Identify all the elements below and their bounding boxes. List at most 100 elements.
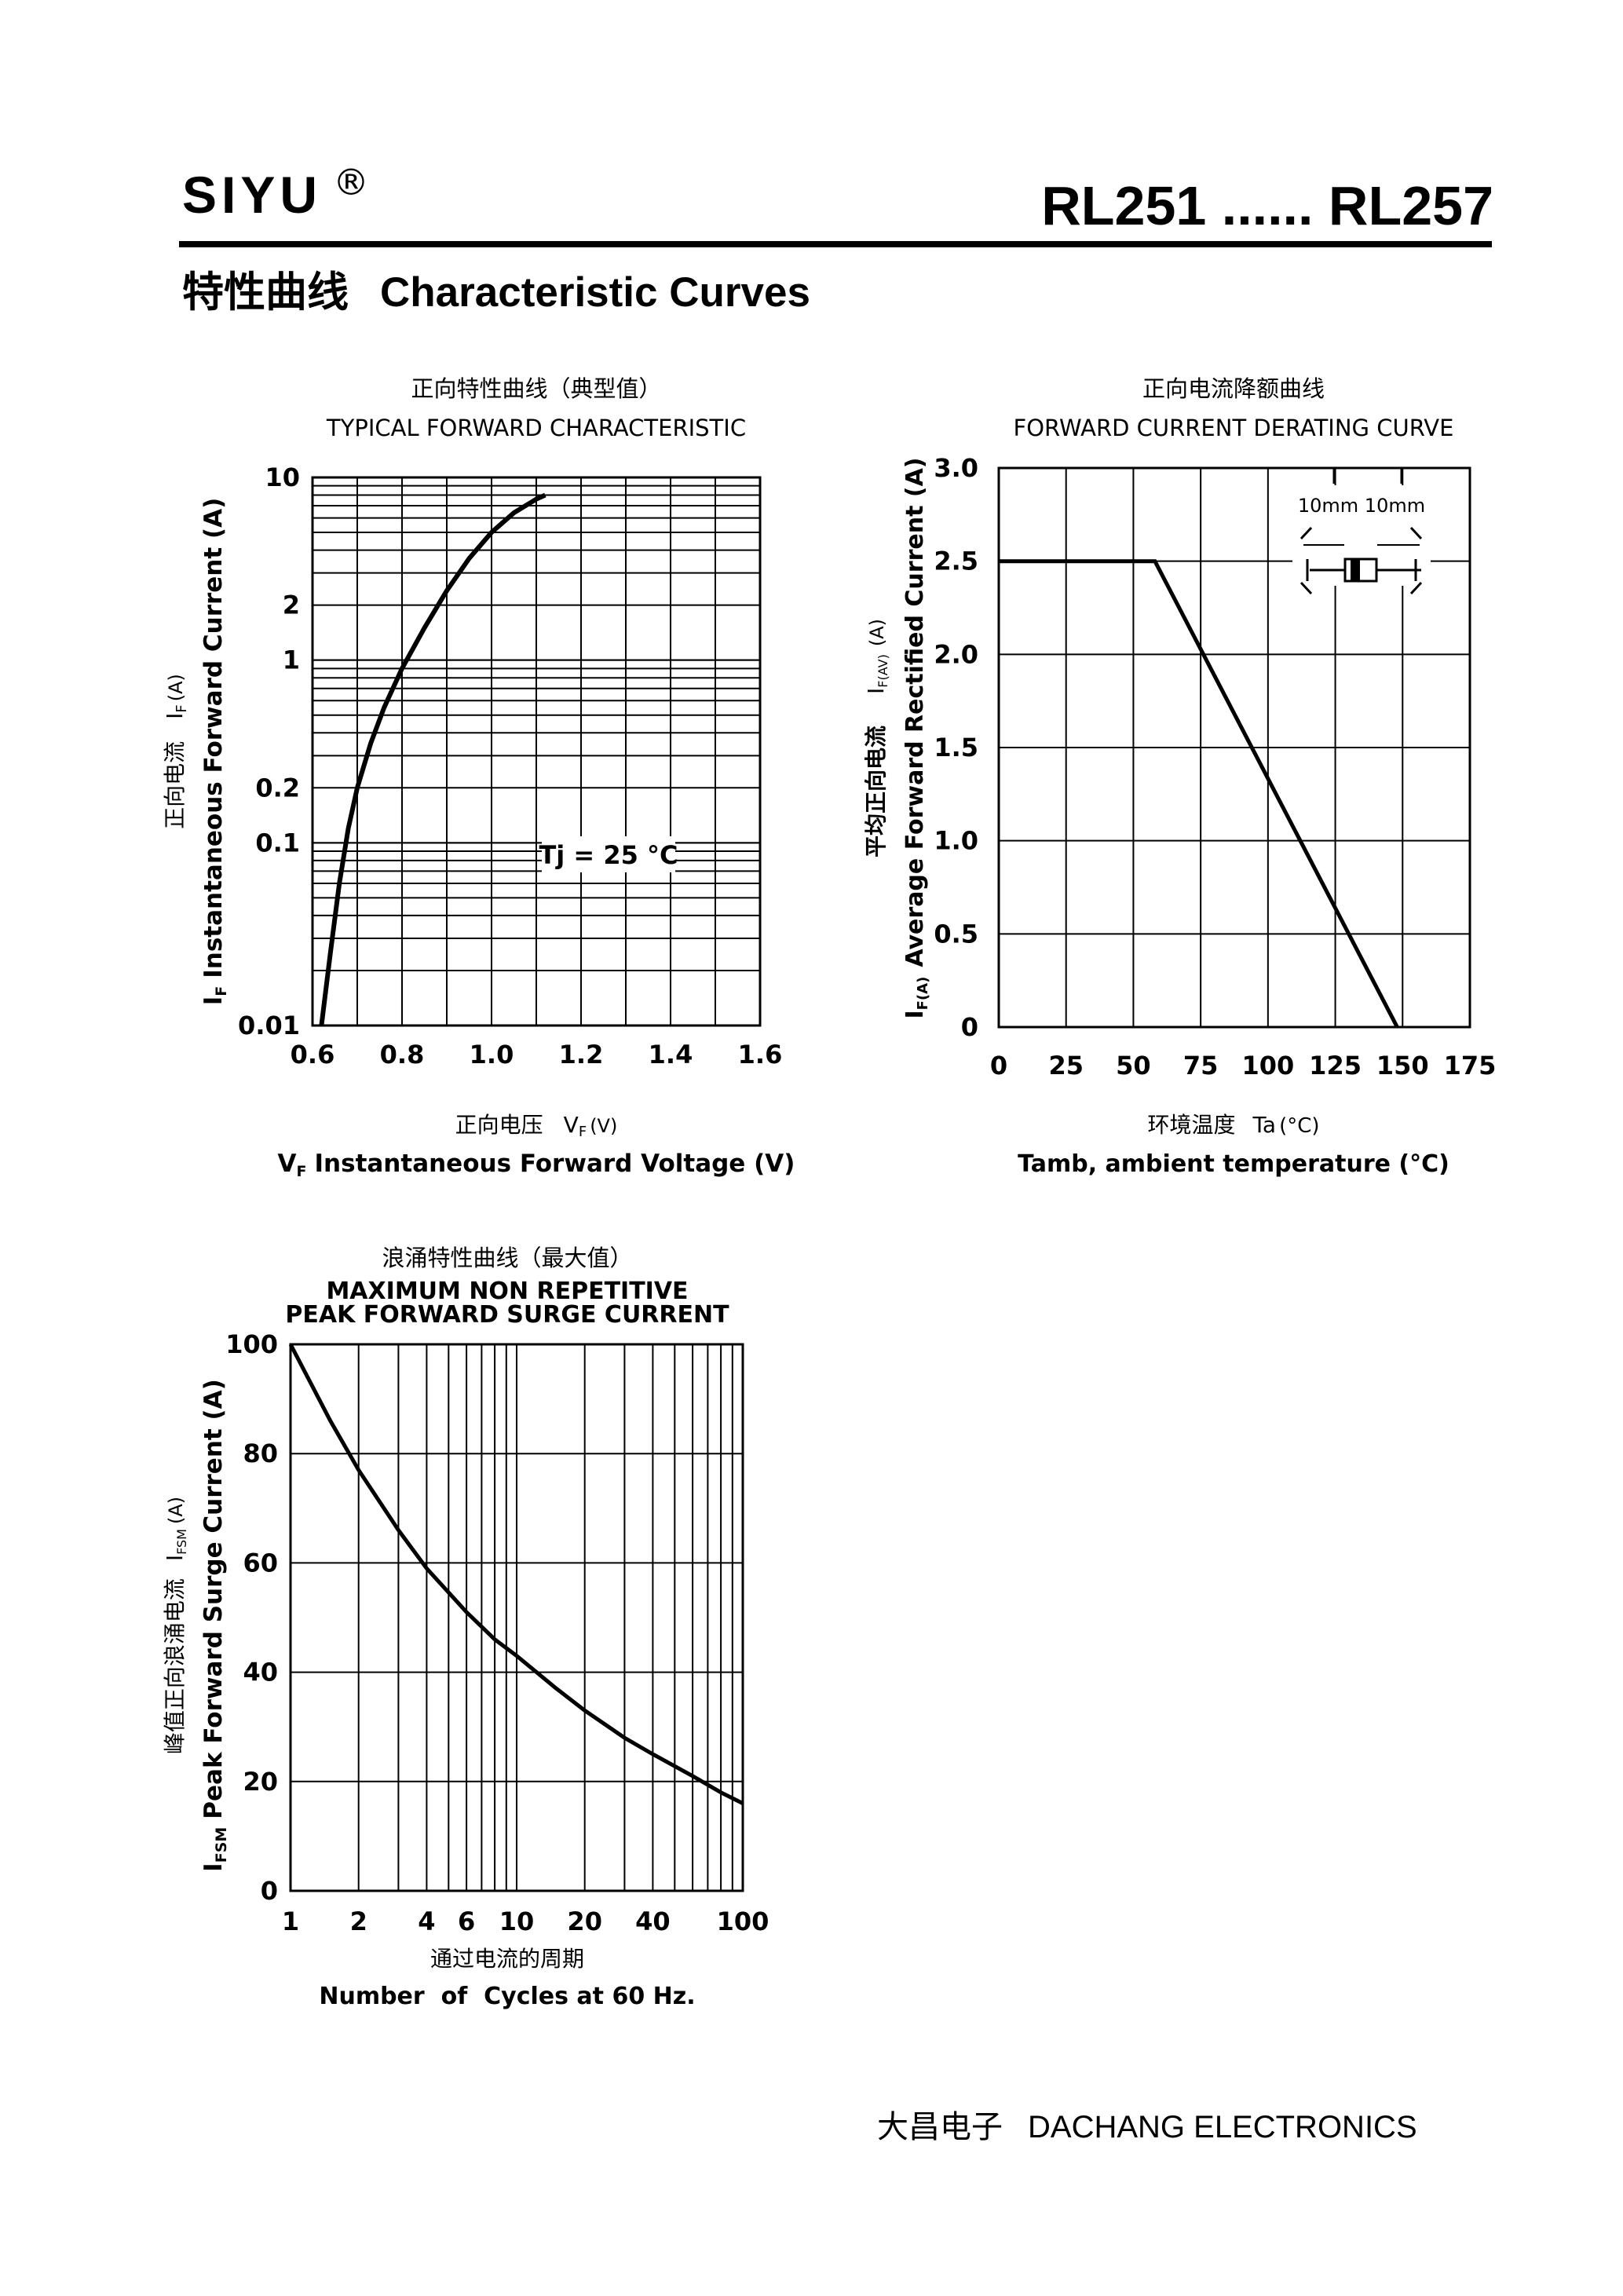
chart2-x-tick-label: 50: [1116, 1051, 1151, 1080]
derating-curve-chart: 正向电流降额曲线 FORWARD CURRENT DERATING CURVE …: [863, 375, 1496, 1178]
chart2-x-ticks: 0 25 50 75 100 125 150 175: [990, 1051, 1497, 1080]
chart2-ylabel-prefix: I: [901, 1010, 929, 1018]
chart3-ylabel-cn: 峰值正向浪涌电流 IFSM (A): [162, 1497, 189, 1754]
chart3-ylabel-cn-text: 峰值正向浪涌电流: [162, 1578, 188, 1754]
chart1-ylabel-sub: F: [213, 986, 230, 996]
chart2-ylabel-cn-text: 平均正向电流: [863, 726, 889, 857]
footer-company-cn: 大昌电子: [877, 2109, 1003, 2145]
chart1-ylabel-text: Instantaneous Forward Current (A): [199, 498, 228, 978]
chart3-x-tick-label: 4: [418, 1907, 435, 1936]
chart1-annotation-bg: [542, 836, 675, 872]
chart3-y-tick-label: 0: [261, 1876, 278, 1906]
chart3-ylabel-cn-sub: FSM: [174, 1529, 189, 1555]
chart3-x-tick-label: 20: [567, 1907, 602, 1936]
footer-company-en: DACHANG ELECTRONICS: [1028, 2110, 1417, 2144]
chart2-title-cn: 正向电流降额曲线: [1142, 375, 1325, 402]
chart1-ylabel: IF Instantaneous Forward Current (A): [199, 498, 230, 1006]
chart2-y-tick-label: 1.5: [934, 733, 978, 762]
chart1-y-tick-label: 2: [283, 590, 300, 620]
chart2-plot-frame: [997, 466, 1471, 1029]
chart2-x-tick-label: 150: [1376, 1051, 1429, 1080]
model-range: RL251 ...... RL257: [1041, 175, 1493, 236]
chart1-title-cn: 正向特性曲线（典型值）: [411, 375, 661, 402]
chart3-x-ticks: 1 2 4 6 10 20 40 100: [282, 1907, 769, 1936]
chart3-xlabel: Number of Cycles at 60 Hz.: [319, 1983, 695, 2010]
chart3-y-tick-label: 40: [243, 1658, 278, 1687]
chart3-x-tick-label: 10: [499, 1907, 535, 1936]
brand-logo: SIYU: [182, 166, 323, 224]
chart1-series-line: [319, 492, 546, 1026]
chart3-plot-frame: [289, 1343, 744, 1892]
inset-mark-3: [1409, 526, 1423, 540]
chart2-xlabel: Tamb, ambient temperature (°C): [1018, 1150, 1449, 1178]
chart1-xlabel-cn-unit: (V): [590, 1115, 617, 1137]
chart1-ylabel-cn-unit: (A): [165, 674, 187, 701]
chart2-ylabel-cn-sub: F(AV): [875, 654, 890, 688]
chart2-title: FORWARD CURRENT DERATING CURVE: [1014, 415, 1454, 441]
chart1-xlabel-cn-sym: V: [564, 1112, 579, 1138]
surge-current-chart: 浪涌特性曲线（最大值） MAXIMUM NON REPETITIVE PEAK …: [162, 1245, 769, 2010]
inset-mark-2: [1299, 581, 1313, 595]
chart1-xlabel-sym: V: [278, 1150, 297, 1178]
chart3-x-tick-label: 40: [635, 1907, 671, 1936]
chart2-ylabel-cn-sym: I: [863, 688, 889, 694]
chart1-x-tick-label: 1.2: [559, 1040, 604, 1069]
chart1-xlabel-text: Instantaneous Forward Voltage (V): [315, 1150, 795, 1178]
chart2-ylabel-text: Average Forward Rectified Current (A): [901, 457, 929, 967]
chart3-ylabel: IFSM Peak Forward Surge Current (A): [199, 1379, 230, 1872]
chart3-x-tick-label: 6: [458, 1907, 475, 1936]
chart2-x-tick-label: 100: [1241, 1051, 1294, 1080]
chart3-series-line: [288, 1343, 744, 1805]
chart1-annotation: Tj = 25 °C: [539, 840, 678, 870]
chart1-x-tick-label: 1.0: [470, 1040, 514, 1069]
chart2-ylabel: IF(A) Average Forward Rectified Current (…: [901, 457, 931, 1018]
chart3-x-tick-label: 2: [350, 1907, 367, 1936]
chart3-subtitle: PEAK FORWARD SURGE CURRENT: [285, 1301, 729, 1329]
chart2-ylabel-cn-unit: (A): [866, 619, 888, 646]
inset-label: 10mm 10mm: [1298, 495, 1425, 517]
chart2-y-tick-label: 0.5: [934, 919, 978, 949]
chart2-x-tick-label: 75: [1183, 1051, 1219, 1080]
chart3-ylabel-text: Peak Forward Surge Current (A): [199, 1379, 228, 1819]
chart2-ylabel-cn: 平均正向电流 IF(AV) (A): [863, 619, 890, 857]
chart1-x-tick-label: 1.4: [649, 1040, 693, 1069]
chart3-x-tick-label: 100: [717, 1907, 769, 1936]
chart3-y-tick-label: 100: [225, 1329, 278, 1359]
chart1-ylabel-cn: 正向电流 IF (A): [162, 674, 190, 829]
chart1-x-ticks: 0.6 0.8 1.0 1.2 1.4 1.6: [291, 1040, 783, 1069]
footer-company: 大昌电子 DACHANG ELECTRONICS: [877, 2101, 1417, 2147]
chart1-plot-frame: [311, 476, 762, 1027]
chart2-y-tick-label: 3.0: [934, 453, 978, 483]
chart1-ylabel-sym: I: [199, 996, 228, 1006]
chart1-y-tick-label: 10: [265, 462, 300, 492]
chart3-xlabel-cn: 通过电流的周期: [430, 1946, 584, 1972]
chart3-y-tick-label: 60: [243, 1548, 278, 1578]
chart2-y-tick-label: 2.0: [934, 639, 978, 669]
chart2-xlabel-cn-sym: Ta: [1252, 1112, 1276, 1138]
inset-mark-1: [1299, 526, 1313, 540]
chart1-x-tick-label: 1.6: [738, 1040, 783, 1069]
chart2-y-tick-label: 0: [961, 1012, 978, 1042]
chart3-y-tick-label: 20: [243, 1767, 278, 1797]
chart2-ylabel-prefix-sub: F(A): [915, 977, 931, 1011]
header-rule: [179, 241, 1492, 247]
chart1-xlabel-cn: 正向电压 VF (V): [455, 1112, 618, 1140]
chart1-grid: [312, 477, 761, 1026]
chart2-xlabel-cn-text: 环境温度: [1147, 1112, 1235, 1138]
section-title: 特性曲线 Characteristic Curves: [182, 259, 810, 319]
chart2-x-tick-label: 175: [1444, 1051, 1497, 1080]
chart1-xlabel: VF Instantaneous Forward Voltage (V): [278, 1150, 795, 1180]
chart1-ylabel-cn-sub: F: [174, 704, 190, 712]
chart1-ylabel-cn-sym: I: [162, 713, 188, 719]
chart2-y-tick-label: 2.5: [934, 547, 978, 576]
chart3-title-cn: 浪涌特性曲线（最大值）: [382, 1245, 632, 1271]
chart3-x-tick-label: 1: [282, 1907, 299, 1936]
chart3-ylabel-cn-unit: (A): [165, 1497, 187, 1524]
diode-band-icon: [1351, 559, 1360, 581]
chart3-grid: [291, 1344, 743, 1891]
chart1-y-tick-label: 0.1: [255, 828, 300, 857]
section-title-cn: 特性曲线: [182, 269, 349, 316]
chart2-series-line: [999, 559, 1399, 1029]
